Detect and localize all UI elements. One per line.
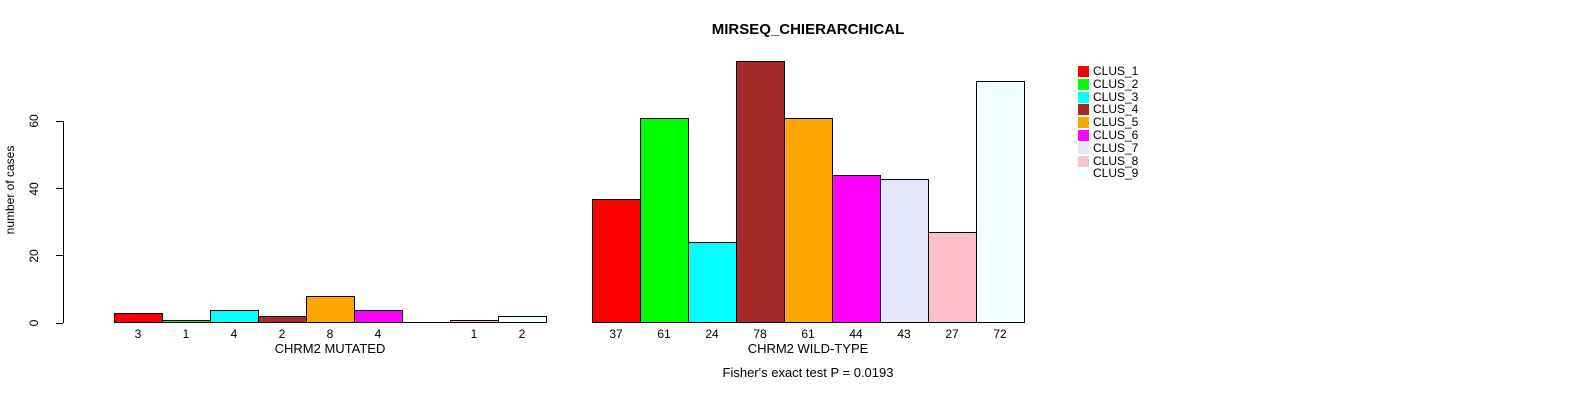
legend-label-clus_8: CLUS_8 <box>1093 153 1139 168</box>
bar-value-label: 1 <box>182 327 190 341</box>
legend-label-clus_6: CLUS_6 <box>1093 128 1139 142</box>
legend-swatch-clus_8 <box>1078 155 1089 167</box>
legend-swatch-clus_5 <box>1078 117 1089 129</box>
bar-clus_3 <box>688 242 737 323</box>
bar-value-label: 78 <box>753 327 767 341</box>
bar-value-label: 4 <box>374 327 382 341</box>
legend-swatch-clus_7 <box>1078 142 1089 154</box>
bar-clus_5 <box>784 118 833 323</box>
x-group-label-chrm2-mutated: CHRM2 MUTATED <box>274 341 386 356</box>
bar-clus_7 <box>880 179 929 323</box>
bar-value-label: 4 <box>230 327 238 341</box>
y-tick-label: 0 <box>27 319 41 327</box>
bar-clus_9 <box>976 81 1025 323</box>
y-axis-label: number of cases <box>3 145 17 235</box>
bar-clus_6 <box>832 175 881 323</box>
bar-clus_2 <box>640 118 689 323</box>
legend-label-clus_1: CLUS_1 <box>1093 64 1139 78</box>
bar-clus_5 <box>306 296 355 323</box>
legend-label-clus_5: CLUS_5 <box>1093 115 1139 130</box>
bar-value-label: 3 <box>134 327 142 341</box>
y-tick-label: 40 <box>27 181 41 196</box>
bar-value-label: 37 <box>609 327 623 341</box>
bar-clus_8 <box>450 320 499 323</box>
bar-value-label: 72 <box>993 327 1007 341</box>
bar-value-label: 27 <box>945 327 959 341</box>
y-tick-mark <box>56 120 63 122</box>
y-tick-label: 60 <box>27 114 41 129</box>
legend-label-clus_4: CLUS_4 <box>1093 102 1139 117</box>
legend-label-clus_9: CLUS_9 <box>1093 166 1139 181</box>
bar-clus_1 <box>114 313 163 323</box>
bar-clus_1 <box>592 199 641 323</box>
legend-swatch-clus_2 <box>1078 78 1089 90</box>
bar-clus_8 <box>928 232 977 323</box>
bar-clus_4 <box>736 61 785 323</box>
bar-clus_2 <box>162 320 211 323</box>
legend-swatch-clus_3 <box>1078 91 1089 103</box>
y-tick-mark <box>56 322 63 324</box>
chart-title: MIRSEQ_CHIERARCHICAL <box>711 21 905 38</box>
bar-value-label: 61 <box>657 327 671 341</box>
fisher-exact-test-annotation: Fisher's exact test P = 0.0193 <box>722 365 894 380</box>
bar-value-label: 61 <box>801 327 815 341</box>
y-axis-line <box>63 121 64 323</box>
legend-label-clus_2: CLUS_2 <box>1093 76 1139 91</box>
bar-clus_4 <box>258 316 307 323</box>
bar-value-label: 43 <box>897 327 911 341</box>
bar-value-label: 24 <box>705 327 719 341</box>
legend-label-clus_7: CLUS_7 <box>1093 140 1139 155</box>
bar-clus_9 <box>498 316 547 323</box>
bar-value-label: 2 <box>278 327 286 341</box>
bar-value-label: 1 <box>470 327 478 341</box>
y-tick-mark <box>56 188 63 190</box>
bar-clus_3 <box>210 310 259 323</box>
y-tick-mark <box>56 255 63 257</box>
bar-value-label: 8 <box>326 327 334 341</box>
legend-swatch-clus_6 <box>1078 130 1089 141</box>
legend-swatch-clus_1 <box>1078 66 1089 77</box>
y-tick-label: 20 <box>27 249 41 263</box>
legend-label-clus_3: CLUS_3 <box>1093 89 1139 104</box>
bar-value-label: 44 <box>849 327 863 341</box>
x-group-label-chrm2-wild-type: CHRM2 WILD-TYPE <box>747 341 869 356</box>
bar-value-label: 2 <box>518 327 526 341</box>
legend-swatch-clus_9 <box>1078 168 1089 180</box>
bar-clus_6 <box>354 310 403 323</box>
legend-swatch-clus_4 <box>1078 104 1089 116</box>
